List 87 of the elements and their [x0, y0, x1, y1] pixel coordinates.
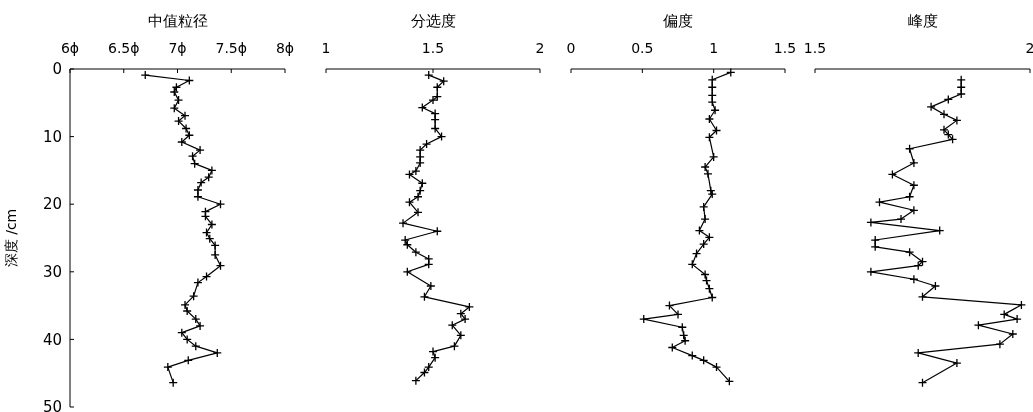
point	[411, 247, 421, 257]
y-tick-label: 10	[42, 127, 62, 146]
point	[421, 139, 432, 149]
point	[939, 109, 949, 119]
point	[870, 235, 880, 245]
point	[207, 219, 217, 230]
x-axis-title: 偏度	[663, 12, 693, 30]
x-tick-label: 6ϕ	[60, 40, 80, 56]
x-tick-label: 7ϕ	[168, 40, 187, 56]
point	[398, 218, 408, 228]
point	[177, 137, 187, 147]
point	[909, 158, 919, 168]
point	[180, 110, 190, 121]
x-tick-label: 1	[709, 40, 719, 56]
point	[711, 362, 722, 372]
point	[710, 105, 720, 115]
point	[415, 145, 425, 155]
point	[639, 314, 649, 324]
point	[700, 214, 710, 224]
x-tick-label: 0.5	[631, 40, 654, 56]
x-axis-title: 峰度	[907, 12, 938, 30]
point	[188, 291, 199, 301]
x-tick-label: 1.5	[773, 40, 797, 56]
point	[424, 70, 434, 80]
y-tick-label: 30	[42, 263, 62, 282]
point	[995, 339, 1005, 349]
point	[415, 152, 425, 162]
point	[430, 123, 440, 134]
point	[1012, 314, 1022, 324]
x-axis-title: 中值粒径	[147, 12, 208, 30]
point	[699, 239, 709, 249]
y-tick-label: 20	[42, 195, 62, 214]
point	[207, 165, 217, 176]
x-tick-label: 0	[566, 40, 576, 56]
x-tick-label: 7.5ϕ	[215, 40, 247, 56]
point	[866, 217, 876, 228]
point	[709, 152, 719, 162]
point	[169, 87, 179, 97]
x-tick-label: 1.5	[421, 40, 445, 56]
x-tick-label: 1	[321, 40, 331, 56]
point	[413, 192, 423, 202]
point	[896, 214, 906, 224]
x-tick-label: 6.5ϕ	[108, 40, 140, 56]
y-axis-title: 深度 /cm	[3, 208, 19, 268]
point	[428, 95, 438, 105]
point	[926, 102, 936, 112]
point	[1008, 329, 1018, 339]
point	[909, 180, 919, 190]
x-tick-label: 1.5	[803, 40, 827, 56]
x-axis-title: 分选度	[410, 12, 456, 30]
point	[173, 116, 184, 126]
point	[464, 302, 475, 312]
point	[193, 277, 203, 288]
point	[163, 362, 173, 372]
point	[707, 97, 717, 107]
point	[193, 192, 203, 202]
point	[699, 202, 709, 212]
point	[930, 281, 941, 291]
point	[909, 205, 919, 215]
point	[413, 207, 423, 217]
point	[140, 70, 150, 80]
point	[952, 115, 962, 126]
point	[193, 185, 203, 195]
point	[411, 375, 421, 386]
point	[426, 281, 436, 291]
point	[913, 348, 923, 358]
x-tick-label: 2	[1025, 40, 1033, 56]
point	[424, 362, 434, 372]
y-tick-label: 40	[42, 330, 62, 349]
point	[673, 309, 683, 320]
point	[909, 274, 919, 284]
point	[415, 158, 425, 168]
point	[704, 114, 715, 124]
point	[212, 348, 222, 358]
point	[210, 250, 220, 260]
point	[411, 166, 421, 176]
point	[956, 89, 966, 99]
point	[173, 95, 184, 105]
x-tick-label: 8ϕ	[275, 40, 295, 56]
y-tick-label: 50	[42, 398, 62, 412]
x-tick-label: 2	[535, 40, 545, 56]
point	[430, 115, 440, 125]
point	[700, 269, 710, 280]
point	[1016, 300, 1027, 310]
y-tick-label: 0	[52, 60, 62, 79]
point	[952, 358, 962, 368]
point	[195, 145, 205, 155]
